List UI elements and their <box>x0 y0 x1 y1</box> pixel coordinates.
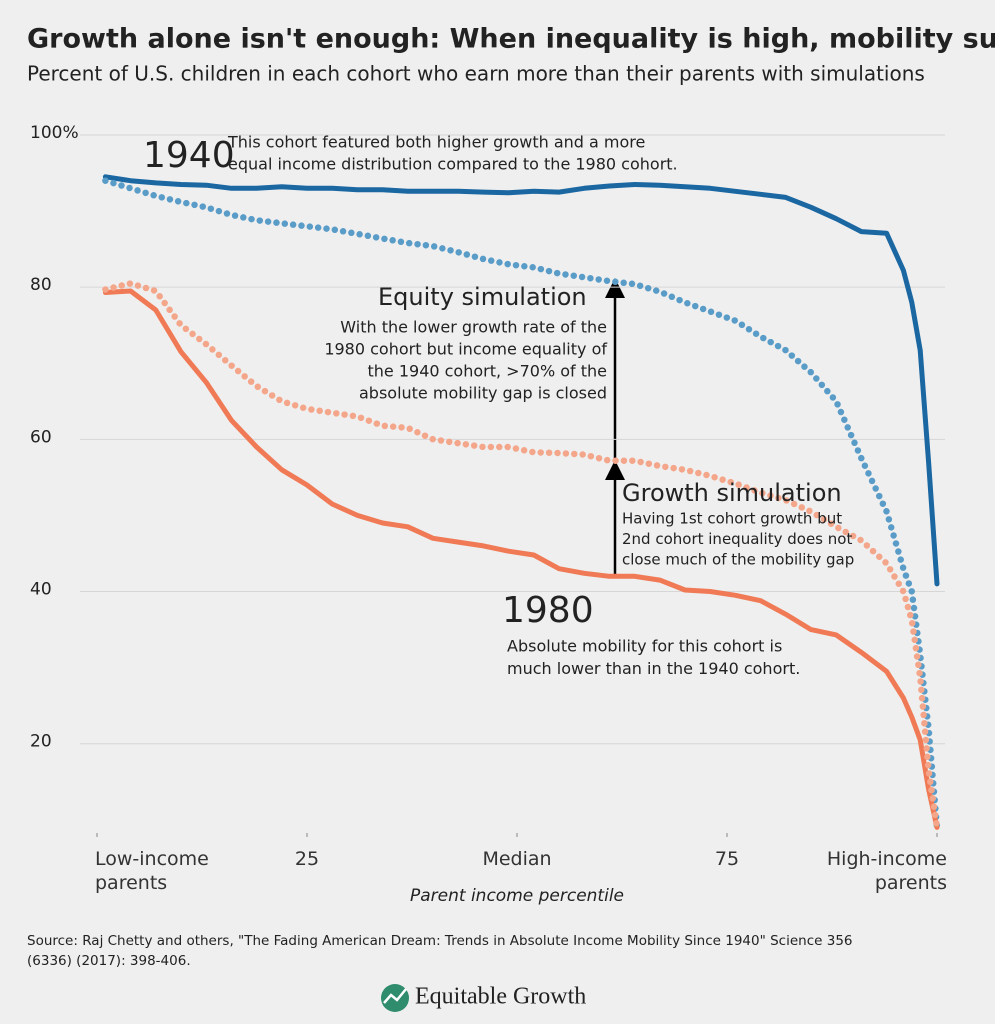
chart-title: Growth alone isn't enough: When inequali… <box>27 24 995 55</box>
annotation: With the lower growth rate of the <box>340 318 607 337</box>
logo-icon <box>383 988 407 1004</box>
x-tick-label: High-income parents <box>826 848 947 894</box>
annotation: absolute mobility gap is closed <box>359 384 607 403</box>
series-label: 1940 <box>143 135 235 176</box>
y-tick-label: 20 <box>30 732 52 752</box>
x-axis-label: Parent income percentile <box>410 886 624 906</box>
annotation: Having 1st cohort growth but <box>622 510 842 528</box>
series-line <box>102 177 941 831</box>
annotation: 1980 cohort but income equality of <box>324 340 607 359</box>
y-tick-label: 80 <box>30 275 52 295</box>
series-label: 1980 <box>502 590 594 631</box>
series-line <box>102 280 941 831</box>
series-label: Equity simulation <box>378 283 587 311</box>
chart-subtitle: Percent of U.S. children in each cohort … <box>27 62 925 86</box>
series-line <box>102 288 940 830</box>
x-tick-label: Low-income parents <box>95 848 209 894</box>
x-tick-label: 75 <box>714 848 740 870</box>
y-tick-label: 40 <box>30 580 52 600</box>
annotation: the 1940 cohort, >70% of the <box>367 362 607 381</box>
logo-text: Equitable Growth <box>415 984 586 1010</box>
series-line <box>102 174 940 587</box>
annotation: much lower than in the 1940 cohort. <box>507 659 800 678</box>
source: (6336) (2017): 398-406. <box>27 953 191 969</box>
y-tick-label: 60 <box>30 427 52 447</box>
annotation: This cohort featured both higher growth … <box>227 133 645 152</box>
annotation: 2nd cohort inequality does not <box>622 530 852 548</box>
y-tick-label: 100% <box>30 123 79 143</box>
x-tick-label: 25 <box>294 848 320 870</box>
annotation: close much of the mobility gap <box>622 551 854 569</box>
annotation: equal income distribution compared to th… <box>228 155 678 174</box>
series-label: Growth simulation <box>622 479 842 507</box>
source: Source: Raj Chetty and others, "The Fadi… <box>27 933 853 949</box>
annotation: Absolute mobility for this cohort is <box>507 637 782 656</box>
x-tick-label: Median <box>482 848 552 870</box>
